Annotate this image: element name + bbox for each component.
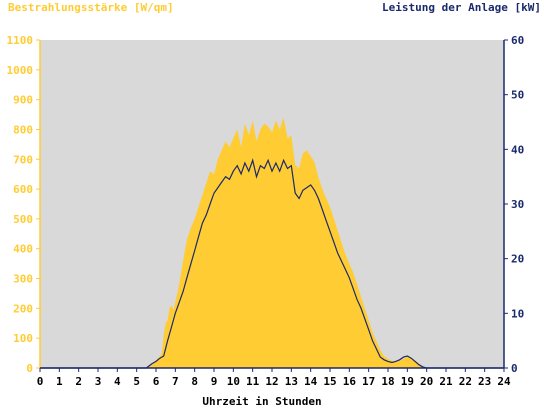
left-tick-label: 800 [13,123,33,136]
x-axis-label: Uhrzeit in Stunden [202,395,321,408]
left-tick-label: 600 [13,183,33,196]
right-tick-label: 20 [511,253,524,266]
x-tick-label: 8 [191,375,198,388]
left-axis-label: Bestrahlungsstärke [W/qm] [8,1,174,14]
right-tick-label: 10 [511,307,524,320]
x-tick-label: 1 [56,375,63,388]
x-tick-label: 7 [172,375,179,388]
x-tick-label: 18 [381,375,394,388]
x-tick-label: 2 [75,375,82,388]
left-tick-label: 100 [13,332,33,345]
right-tick-label: 40 [511,143,524,156]
x-tick-label: 17 [362,375,375,388]
left-tick-label: 0 [26,362,33,375]
x-tick-label: 20 [420,375,433,388]
right-axis-label: Leistung der Anlage [kW] [382,1,541,14]
left-tick-label: 700 [13,153,33,166]
left-tick-label: 400 [13,243,33,256]
x-tick-label: 0 [37,375,44,388]
left-tick-label: 900 [13,94,33,107]
x-tick-label: 10 [227,375,240,388]
x-tick-label: 11 [246,375,260,388]
x-tick-label: 15 [323,375,336,388]
left-tick-label: 500 [13,213,33,226]
right-tick-label: 30 [511,198,524,211]
x-tick-label: 13 [285,375,298,388]
x-tick-label: 3 [95,375,102,388]
x-tick-label: 21 [439,375,453,388]
series-layer [40,117,504,369]
x-tick-label: 16 [343,375,357,388]
x-tick-label: 22 [459,375,472,388]
left-tick-label: 200 [13,302,33,315]
x-tick-label: 23 [478,375,491,388]
left-tick-label: 1000 [7,64,34,77]
x-tick-label: 19 [401,375,414,388]
left-tick-label: 300 [13,273,33,286]
x-tick-label: 9 [211,375,218,388]
right-tick-label: 0 [511,362,518,375]
power-line [40,158,504,369]
x-tick-label: 24 [497,375,511,388]
x-tick-label: 5 [133,375,140,388]
irradiance-area [40,117,504,368]
right-tick-label: 50 [511,89,524,102]
x-tick-label: 12 [265,375,278,388]
x-tick-label: 4 [114,375,121,388]
right-tick-label: 60 [511,34,524,47]
left-tick-label: 1100 [7,34,34,47]
x-tick-label: 14 [304,375,318,388]
axes-layer: 0100200300400500600700800900100011000102… [7,34,525,388]
x-tick-label: 6 [153,375,160,388]
